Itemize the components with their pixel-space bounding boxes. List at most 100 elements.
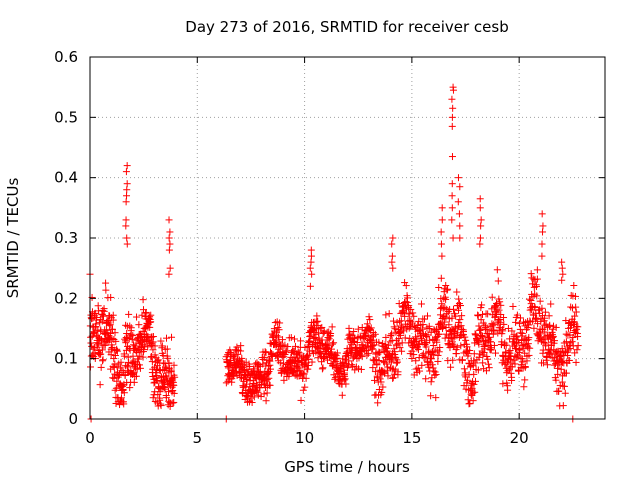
- data-point: [230, 354, 238, 362]
- data-point: [409, 309, 417, 317]
- data-point: [311, 333, 319, 341]
- data-point: [284, 343, 292, 351]
- chart-title: Day 273 of 2016, SRMTID for receiver ces…: [185, 18, 508, 36]
- data-point: [147, 352, 155, 360]
- data-point: [171, 373, 179, 381]
- data-point: [398, 347, 406, 355]
- data-point: [376, 375, 384, 383]
- data-point: [574, 333, 582, 341]
- data-point: [306, 333, 314, 341]
- data-point: [304, 365, 312, 373]
- data-point: [157, 400, 165, 408]
- data-point: [549, 325, 557, 333]
- data-point: [156, 396, 164, 404]
- data-point: [276, 319, 284, 327]
- data-point: [549, 334, 557, 342]
- data-point: [412, 357, 420, 365]
- data-point: [474, 312, 482, 320]
- data-point: [147, 311, 155, 319]
- data-point: [407, 317, 415, 325]
- data-point: [166, 228, 174, 236]
- data-point: [96, 381, 104, 389]
- data-point: [162, 334, 170, 342]
- data-point: [415, 340, 423, 348]
- data-point: [532, 283, 540, 291]
- data-point: [452, 312, 460, 320]
- data-point: [92, 323, 100, 331]
- data-point: [106, 321, 114, 329]
- data-point: [439, 304, 447, 312]
- data-point: [255, 361, 263, 369]
- data-point: [302, 374, 310, 382]
- data-point: [126, 346, 134, 354]
- y-tick-label: 0.6: [54, 48, 78, 66]
- data-point: [496, 298, 504, 306]
- data-point: [229, 353, 237, 361]
- data-point: [371, 330, 379, 338]
- data-point: [169, 387, 177, 395]
- data-point: [533, 292, 541, 300]
- data-point: [123, 180, 131, 188]
- data-point: [485, 333, 493, 341]
- data-point: [357, 365, 365, 373]
- data-point: [561, 389, 569, 397]
- data-point: [456, 222, 464, 230]
- data-point: [500, 320, 508, 328]
- data-point: [542, 356, 550, 364]
- data-point: [572, 328, 580, 336]
- data-point: [135, 361, 143, 369]
- data-point: [110, 355, 118, 363]
- data-point: [478, 310, 486, 318]
- data-point: [470, 380, 478, 388]
- data-point: [552, 376, 560, 384]
- data-point: [87, 363, 95, 371]
- data-point: [495, 317, 503, 325]
- data-point: [495, 306, 503, 314]
- data-point: [330, 339, 338, 347]
- data-point: [448, 192, 456, 200]
- data-point: [303, 343, 311, 351]
- data-point: [441, 334, 449, 342]
- data-point: [299, 386, 307, 394]
- data-point: [142, 308, 150, 316]
- data-point: [517, 329, 525, 337]
- x-tick-label: 20: [510, 429, 529, 447]
- data-point: [388, 258, 396, 266]
- data-point: [494, 277, 502, 285]
- data-point: [296, 351, 304, 359]
- data-point: [402, 282, 410, 290]
- data-point: [341, 375, 349, 383]
- data-point: [442, 282, 450, 290]
- data-point: [306, 264, 314, 272]
- data-point: [246, 362, 254, 370]
- data-point: [301, 383, 309, 391]
- data-point: [413, 344, 421, 352]
- data-point: [443, 286, 451, 294]
- data-point: [435, 330, 443, 338]
- data-point: [430, 351, 438, 359]
- data-point: [476, 204, 484, 212]
- data-point: [400, 309, 408, 317]
- data-point: [102, 337, 110, 345]
- data-point: [170, 389, 178, 397]
- data-point: [382, 311, 390, 319]
- data-point: [375, 357, 383, 365]
- data-point: [369, 364, 377, 372]
- data-point: [449, 356, 457, 364]
- data-point: [454, 323, 462, 331]
- data-point: [147, 318, 155, 326]
- data-point: [571, 292, 579, 300]
- data-point: [313, 312, 321, 320]
- data-point: [275, 326, 283, 334]
- data-point: [518, 341, 526, 349]
- data-point: [95, 347, 103, 355]
- data-point: [139, 296, 147, 304]
- data-point: [394, 340, 402, 348]
- data-point: [170, 381, 178, 389]
- data-point: [497, 301, 505, 309]
- data-point: [167, 366, 175, 374]
- data-point: [528, 274, 536, 282]
- data-point: [469, 397, 477, 405]
- data-point: [404, 294, 412, 302]
- data-point: [557, 365, 565, 373]
